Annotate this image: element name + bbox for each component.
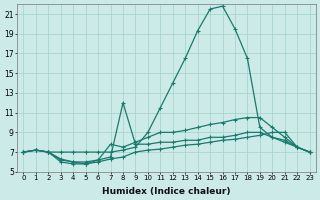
X-axis label: Humidex (Indice chaleur): Humidex (Indice chaleur) bbox=[102, 187, 231, 196]
